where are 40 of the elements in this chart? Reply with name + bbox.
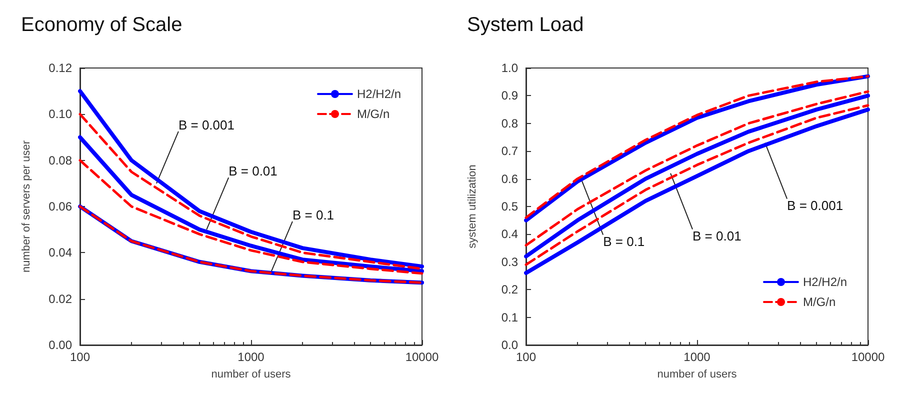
y-tick-label: 0.02	[48, 292, 72, 306]
annotation: B = 0.1	[603, 234, 645, 249]
y-tick-label: 0.3	[501, 254, 518, 269]
y-axis-title: system utilization	[466, 164, 478, 248]
y-tick-label: 0.06	[48, 200, 72, 214]
y-tick-label: 0.9	[501, 88, 518, 103]
chart-title: Economy of Scale	[21, 14, 182, 36]
y-tick-label: 0.04	[48, 246, 72, 260]
y-tick-label: 0.5	[501, 200, 518, 214]
legend-label: M/G/n	[802, 295, 836, 309]
x-tick-label: 100	[70, 350, 90, 364]
annotation: B = 0.1	[292, 207, 334, 222]
y-tick-label: 1.0	[501, 61, 518, 75]
legend-label: H2/H2/n	[802, 275, 848, 289]
y-tick-label: 0.8	[501, 116, 518, 130]
y-tick-label: 0.2	[501, 282, 518, 297]
x-tick-label: 10000	[405, 350, 440, 364]
chart-title: System Load	[467, 14, 584, 36]
x-tick-label: 1000	[684, 350, 711, 364]
annotation: B = 0.001	[787, 198, 844, 213]
y-axis-title: number of servers per user	[20, 140, 32, 273]
x-axis-title: number of users	[657, 368, 738, 380]
y-tick-label: 0.10	[48, 107, 72, 122]
legend-label: M/G/n	[356, 107, 390, 121]
legend-label: H2/H2/n	[356, 87, 402, 101]
x-tick-label: 10000	[851, 350, 886, 364]
y-tick-label: 0.12	[48, 61, 72, 75]
annotation: B = 0.001	[178, 117, 234, 132]
annotation: B = 0.01	[228, 164, 278, 179]
y-tick-label: 0.0	[501, 338, 518, 352]
annotation: B = 0.01	[692, 228, 742, 244]
y-tick-label: 0.1	[501, 310, 518, 324]
x-tick-label: 1000	[238, 350, 265, 364]
y-tick-label: 0.6	[501, 172, 518, 186]
y-tick-label: 0.4	[501, 227, 518, 242]
y-tick-label: 0.08	[48, 153, 72, 168]
y-tick-label: 0.7	[501, 144, 518, 158]
x-axis-title: number of users	[211, 368, 292, 380]
x-tick-label: 100	[516, 350, 536, 364]
y-tick-label: 0.00	[48, 338, 72, 352]
